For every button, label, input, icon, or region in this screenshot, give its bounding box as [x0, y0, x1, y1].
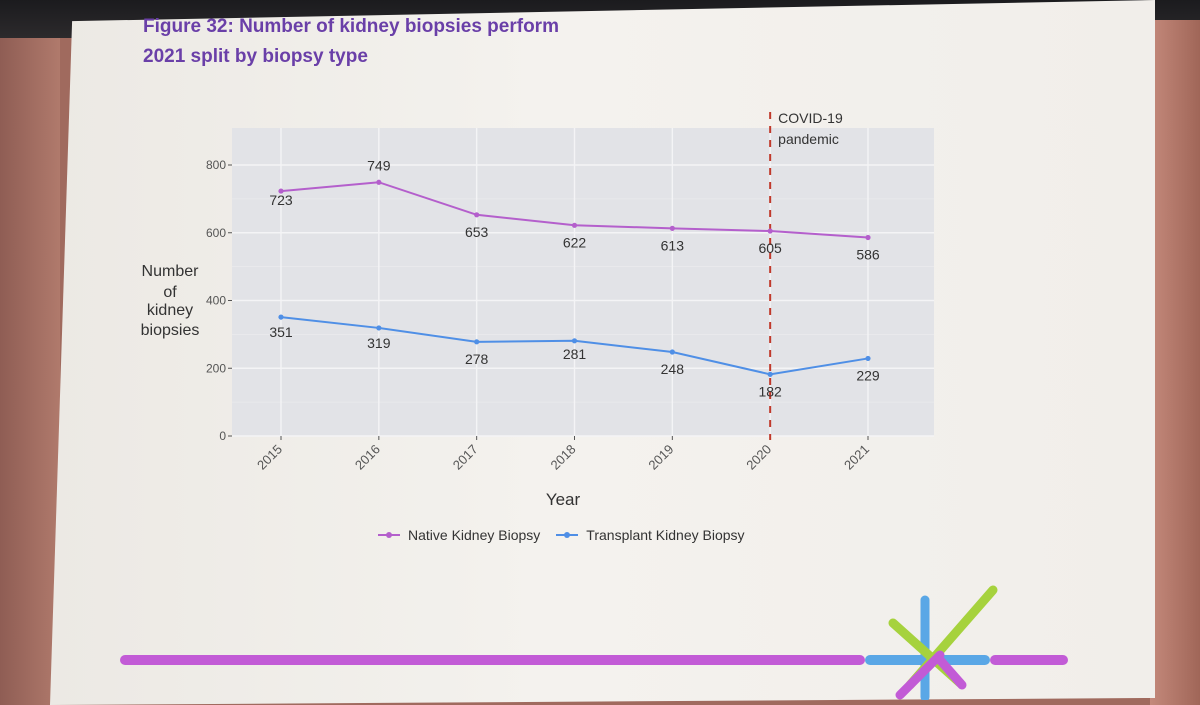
data-point: [278, 188, 284, 194]
data-label: 653: [465, 224, 489, 240]
covid-annotation-label: COVID-19: [778, 110, 843, 126]
legend-swatch-transplant: [556, 532, 579, 538]
data-label: 586: [856, 246, 880, 262]
data-label: 281: [563, 346, 587, 362]
y-tick-label: 200: [206, 361, 226, 375]
data-label: 613: [661, 237, 685, 253]
data-label: 248: [661, 361, 685, 377]
data-label: 351: [269, 324, 293, 340]
covid-annotation: COVID-19 pandemic: [769, 110, 843, 440]
data-label: 229: [856, 367, 880, 383]
data-point: [767, 228, 773, 234]
data-label: 605: [758, 240, 782, 256]
data-point: [376, 325, 382, 331]
data-point: [865, 355, 871, 362]
x-tick-label: 2018: [548, 442, 579, 473]
data-label: 723: [269, 192, 293, 208]
room-wall-left: [0, 38, 60, 705]
data-point: [571, 222, 578, 228]
data-label: 319: [367, 335, 391, 351]
x-tick-label: 2015: [254, 442, 285, 473]
slide-title-line-1: Figure 32: Number of kidney biopsies per…: [143, 16, 559, 37]
data-label: 749: [367, 157, 391, 173]
x-tick-label: 2021: [841, 442, 872, 473]
series-layer: 723 749 653 622 613 605 586 351 319 278 281 248 182 2…: [269, 157, 880, 399]
data-point: [474, 339, 480, 345]
y-axis-title-line: kidney: [147, 302, 193, 319]
data-point: [669, 225, 675, 231]
footer-bar-purple-end: [990, 655, 1068, 665]
data-label: 622: [563, 234, 587, 250]
data-point: [669, 349, 675, 355]
y-tick-label: 400: [206, 294, 226, 308]
x-axis-title: Year: [546, 490, 581, 509]
x-axis: 2015 2016 2017 2018 2019 2020 2021: [254, 436, 872, 473]
data-label: 182: [758, 383, 782, 399]
x-tick-label: 2019: [645, 442, 676, 473]
y-tick-label: 0: [219, 429, 226, 443]
data-point: [278, 314, 284, 320]
data-point: [865, 234, 871, 241]
legend-label-native: Native Kidney Biopsy: [408, 527, 541, 543]
data-label: 278: [465, 351, 489, 367]
y-tick-label: 800: [206, 158, 226, 172]
data-point: [474, 212, 480, 218]
legend-item-native: Native Kidney Biopsy: [378, 527, 540, 543]
legend-swatch-native: [378, 532, 400, 538]
room-wall-right: [1150, 20, 1200, 705]
y-axis-title-line: Number: [142, 263, 200, 280]
covid-annotation-label: pandemic: [778, 131, 839, 147]
y-tick-label: 600: [206, 226, 226, 240]
slide-title-line-2: 2021 split by biopsy type: [143, 46, 368, 67]
legend: Native Kidney Biopsy Transplant Kidney B…: [378, 527, 745, 543]
x-tick-label: 2017: [450, 442, 481, 473]
plot-panel: [232, 128, 934, 436]
footer-bar-purple: [120, 655, 865, 665]
data-point: [571, 338, 578, 344]
data-point: [767, 371, 773, 377]
x-tick-label: 2020: [743, 442, 774, 473]
legend-item-transplant: Transplant Kidney Biopsy: [556, 527, 745, 543]
legend-label-transplant: Transplant Kidney Biopsy: [586, 527, 745, 543]
organisation-logo-icon: [888, 585, 998, 700]
y-axis-title-line: biopsies: [141, 322, 200, 339]
y-axis: 0 200 400 600 800: [206, 158, 232, 443]
x-tick-label: 2016: [352, 442, 383, 473]
data-point: [376, 179, 382, 185]
y-axis-title-line: of: [163, 284, 177, 301]
